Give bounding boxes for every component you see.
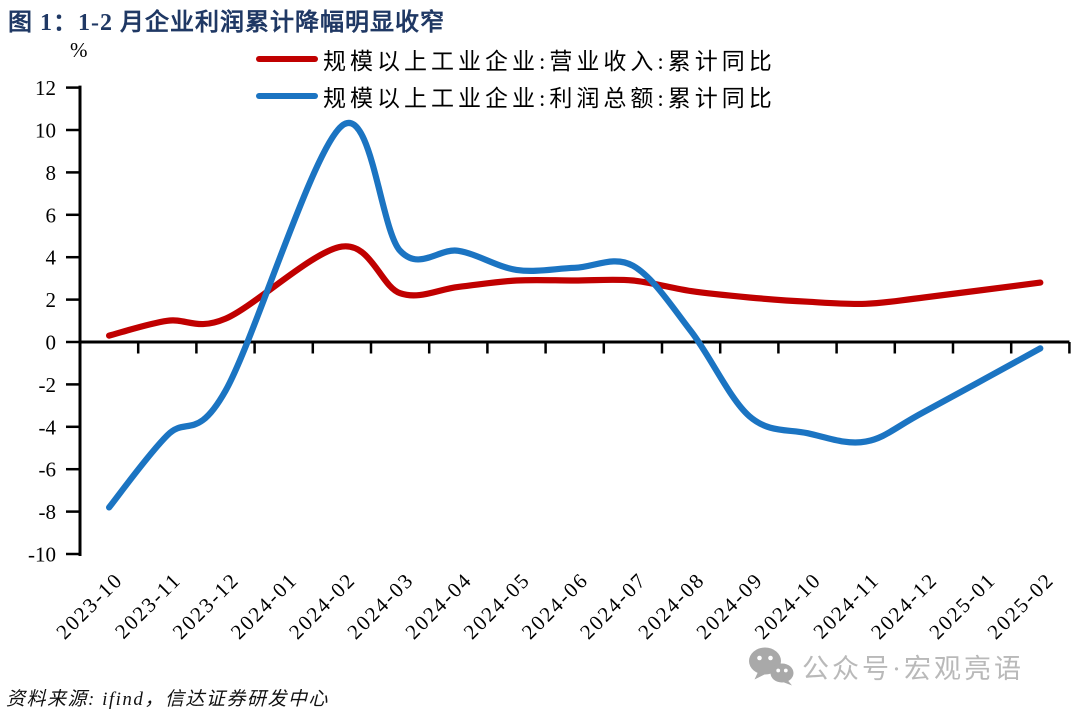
watermark-text: 公众号·宏观亮语 [802,653,1024,684]
profit-yoy-line [106,119,1044,511]
legend-label: 规模以上工业企业:利润总额:累计同比 [323,85,776,111]
legend-item-revenue: 规模以上工业企业:营业收入:累计同比 [256,40,776,77]
legend-swatch [256,55,318,62]
y-axis-unit-label: % [70,38,88,62]
y-tick-label: 6 [46,203,57,227]
y-tick-label: 10 [35,119,56,143]
y-tick-label: 8 [46,161,57,185]
y-tick-label: -2 [39,373,57,397]
y-tick-label: 2 [46,288,57,312]
figure-title: 图 1：1-2 月企业利润累计降幅明显收窄 [8,10,445,36]
y-tick-label: -6 [39,458,57,482]
y-tick-label: 4 [46,246,57,270]
x-axis-labels: 2023-102023-112023-122024-012024-022024-… [51,568,1059,644]
y-tick-label: -10 [28,543,56,567]
chart-legend: 规模以上工业企业:营业收入:累计同比 规模以上工业企业:利润总额:累计同比 [256,40,776,114]
legend-item-profit: 规模以上工业企业:利润总额:累计同比 [256,77,776,114]
watermark: 公众号·宏观亮语 [748,646,1024,686]
y-axis-ticks: 12 10 8 6 4 2 0 -2 -4 -6 -8 -10 [28,76,80,567]
y-tick-label: -4 [39,415,57,439]
y-tick-label: 12 [35,76,56,100]
series-lines [106,119,1044,511]
line-chart: 12 10 8 6 4 2 0 -2 -4 -6 -8 -102023-102023-112023-1… [28,76,1071,644]
legend-swatch [256,92,318,99]
revenue-yoy-line [106,243,1044,339]
y-tick-label: -8 [39,500,57,524]
legend-label: 规模以上工业企业:营业收入:累计同比 [323,48,776,74]
wechat-icon [749,647,794,686]
y-tick-label: 0 [46,331,57,355]
axes [78,85,1070,556]
x-axis-ticks [136,342,1071,354]
source-note: 资料来源: ifind，信达证券研发中心 [6,689,329,710]
